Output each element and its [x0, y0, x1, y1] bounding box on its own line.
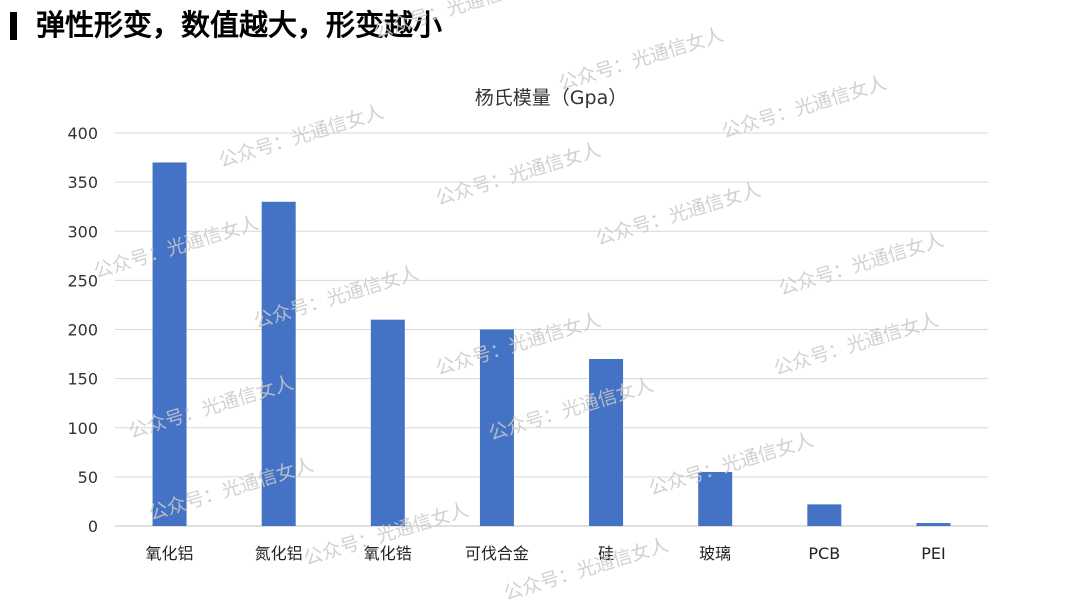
x-category-label: 氮化铝 — [255, 544, 303, 563]
x-category-label: 硅 — [598, 544, 614, 563]
y-tick-label: 50 — [78, 468, 98, 487]
y-tick-label: 300 — [67, 222, 98, 241]
y-tick-label: 400 — [67, 124, 98, 143]
x-category-label: 氧化锆 — [364, 544, 412, 563]
x-category-label: PEI — [921, 544, 945, 563]
bars — [152, 162, 951, 526]
bar-4 — [479, 329, 514, 526]
bar-2 — [261, 201, 296, 526]
chart-title: 杨氏模量（Gpa） — [475, 87, 627, 109]
bar-1 — [152, 162, 187, 526]
y-tick-label: 250 — [67, 271, 98, 290]
page-title: 弹性形变，数值越大，形变越小 — [36, 8, 443, 42]
gridlines — [115, 132, 988, 527]
y-tick-label: 150 — [67, 370, 98, 389]
x-category-label: 可伐合金 — [465, 544, 529, 563]
bar-8 — [916, 523, 951, 526]
bar-3 — [370, 319, 405, 526]
title-accent-bar — [10, 12, 17, 40]
y-tick-label: 350 — [67, 173, 98, 192]
bar-7 — [807, 504, 842, 526]
y-tick-label: 100 — [67, 419, 98, 438]
bar-6 — [698, 471, 733, 526]
x-category-label: PCB — [808, 544, 840, 563]
x-category-label: 玻璃 — [699, 544, 731, 563]
x-axis-labels: 氧化铝 氮化铝 氧化锆 可伐合金 硅 玻璃 PCB PEI — [146, 544, 946, 563]
y-tick-label: 0 — [88, 517, 98, 536]
y-axis-ticks: 0 50 100 150 200 250 300 350 400 — [67, 124, 98, 536]
bar-5 — [589, 358, 624, 526]
y-tick-label: 200 — [67, 321, 98, 340]
x-category-label: 氧化铝 — [146, 544, 194, 563]
